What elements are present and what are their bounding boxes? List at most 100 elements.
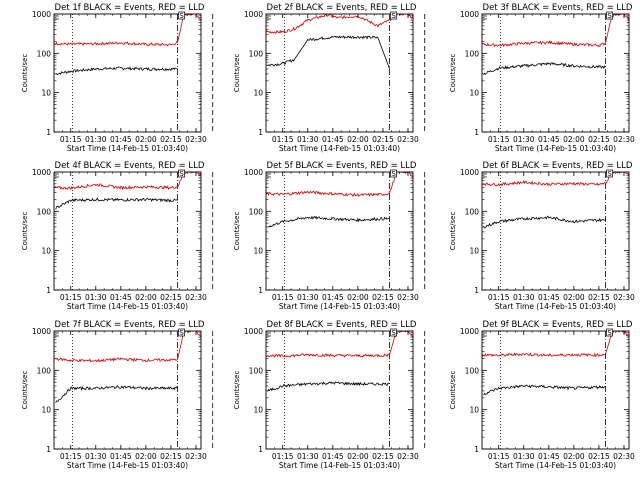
lld-series-line: [54, 331, 201, 363]
plot-area: [482, 14, 629, 75]
x-tick-label: 01:30: [85, 452, 107, 461]
y-tick-label: 100: [249, 49, 264, 58]
x-tick-label: 02:00: [563, 452, 585, 461]
x-tick-label: 01:15: [60, 135, 82, 144]
x-tick-label: 01:30: [85, 293, 107, 302]
y-tick-label: 1: [258, 286, 263, 295]
plot-area: [266, 14, 413, 70]
plot-area: [54, 172, 201, 210]
y-tick-label: 1: [46, 128, 51, 137]
y-tick-label: 100: [465, 366, 480, 375]
y-tick-label: 1000: [244, 327, 263, 336]
x-tick-label: 02:30: [613, 135, 635, 144]
y-tick-label: 10: [469, 89, 479, 98]
legend-marker-label: S: [607, 170, 612, 178]
x-tick-label: 01:45: [322, 135, 344, 144]
x-tick-label: 01:15: [272, 452, 294, 461]
legend-marker-label: S: [391, 170, 396, 178]
y-tick-label: 10: [41, 89, 51, 98]
x-tick-label: 01:15: [488, 452, 510, 461]
legend-marker-label: S: [607, 12, 612, 20]
y-axis-label: Counts/sec: [21, 371, 29, 410]
plot-area: [482, 331, 629, 396]
events-series-line: [483, 215, 606, 229]
y-axis-label: Counts/sec: [449, 54, 457, 93]
x-tick-label: 01:45: [538, 293, 560, 302]
detector-panel: Det 1f BLACK = Events, RED = LLD Counts/s…: [21, 3, 214, 153]
x-tick-label: 02:00: [347, 452, 369, 461]
x-tick-label: 02:00: [347, 135, 369, 144]
legend-marker-box: [390, 169, 397, 178]
y-tick-label: 10: [469, 247, 479, 256]
x-tick-label: 02:30: [397, 135, 419, 144]
x-tick-label: 02:00: [563, 135, 585, 144]
y-tick-label: 10: [469, 406, 479, 415]
y-tick-label: 100: [465, 49, 480, 58]
plot-frame: [53, 330, 202, 450]
y-axis-label: Counts/sec: [21, 54, 29, 93]
x-tick-label: 02:30: [613, 293, 635, 302]
y-axis-label: Counts/sec: [233, 54, 241, 93]
plot-frame: [53, 171, 202, 291]
events-series-line: [55, 66, 178, 76]
lld-series-line: [266, 331, 413, 358]
x-tick-label: 01:15: [488, 293, 510, 302]
x-tick-label: 01:30: [513, 135, 535, 144]
y-tick-label: 10: [253, 247, 263, 256]
detector-panel: Det 9f BLACK = Events, RED = LLD Counts/s…: [449, 320, 635, 470]
x-tick-label: 02:15: [588, 293, 610, 302]
y-tick-label: 1000: [32, 10, 51, 19]
lld-series-line: [266, 172, 413, 197]
y-tick-label: 1: [474, 445, 479, 454]
detector-panel: Det 2f BLACK = Events, RED = LLD Counts/s…: [233, 3, 426, 153]
y-tick-label: 100: [465, 207, 480, 216]
x-tick-label: 01:45: [110, 135, 132, 144]
detector-panel: Det 5f BLACK = Events, RED = LLD Counts/s…: [233, 161, 426, 311]
legend-marker-label: S: [391, 12, 396, 20]
x-tick-label: 01:45: [110, 452, 132, 461]
x-tick-label: 01:15: [60, 452, 82, 461]
x-tick-label: 02:15: [160, 135, 182, 144]
y-tick-label: 100: [37, 366, 52, 375]
legend-marker-label: S: [179, 170, 184, 178]
x-tick-label: 02:30: [185, 452, 207, 461]
legend-marker-box: [606, 11, 613, 20]
x-tick-label: 02:15: [588, 452, 610, 461]
x-tick-label: 02:15: [372, 452, 394, 461]
x-tick-label: 02:00: [135, 293, 157, 302]
x-tick-label: 01:45: [110, 293, 132, 302]
y-tick-label: 10: [253, 406, 263, 415]
x-tick-label: 01:15: [272, 135, 294, 144]
x-tick-label: 01:30: [297, 452, 319, 461]
x-tick-label: 01:30: [297, 293, 319, 302]
panel-title: Det 1f BLACK = Events, RED = LLD: [55, 3, 205, 13]
x-tick-label: 02:15: [372, 135, 394, 144]
y-axis-label: Counts/sec: [21, 212, 29, 251]
x-tick-label: 02:00: [135, 135, 157, 144]
y-tick-label: 1: [258, 445, 263, 454]
y-axis-label: Counts/sec: [449, 371, 457, 410]
x-tick-label: 01:30: [297, 135, 319, 144]
detector-panel: Det 7f BLACK = Events, RED = LLD Counts/s…: [21, 320, 214, 470]
y-tick-label: 1: [46, 445, 51, 454]
y-tick-label: 1: [258, 128, 263, 137]
legend-marker-label: S: [391, 329, 396, 337]
legend-marker-box: [178, 169, 185, 178]
x-axis-label: Start Time (14-Feb-15 01:03:40): [279, 144, 400, 153]
x-tick-label: 01:45: [322, 293, 344, 302]
y-tick-label: 10: [41, 247, 51, 256]
x-axis-label: Start Time (14-Feb-15 01:03:40): [495, 302, 616, 311]
y-axis-label: Counts/sec: [233, 212, 241, 251]
x-tick-label: 01:15: [488, 135, 510, 144]
x-tick-label: 02:00: [135, 452, 157, 461]
x-axis-label: Start Time (14-Feb-15 01:03:40): [279, 302, 400, 311]
x-tick-label: 01:45: [538, 135, 560, 144]
legend-marker-label: S: [179, 12, 184, 20]
x-tick-label: 02:15: [372, 293, 394, 302]
y-tick-label: 1: [46, 286, 51, 295]
x-tick-label: 02:15: [160, 452, 182, 461]
x-tick-label: 01:15: [272, 293, 294, 302]
events-series-line: [55, 197, 178, 210]
y-tick-label: 1000: [460, 168, 479, 177]
